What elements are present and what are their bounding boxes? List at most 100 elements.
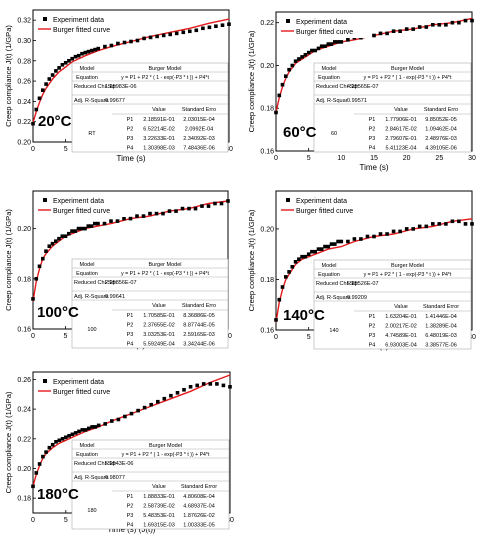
data-point (293, 260, 298, 264)
param-error: 7.48436E-06 (183, 146, 215, 152)
legend-marker-experiment (43, 379, 47, 383)
data-point (219, 201, 224, 206)
data-point (352, 237, 357, 241)
table-r2-label: Adj. R-Square (316, 295, 351, 301)
panel-0: 0510152025300.200.220.240.260.280.300.32… (4, 9, 233, 163)
data-point (201, 382, 206, 386)
fit-parameter-table: Model Burger Model Equation y = P1 + P2 * (… (71, 62, 229, 153)
data-point (310, 48, 314, 53)
data-point (109, 219, 113, 223)
table-col-value: Value (152, 107, 166, 113)
data-point (417, 224, 422, 229)
data-point (437, 222, 442, 226)
table-model-name: Burger Model (148, 262, 181, 268)
data-point (128, 216, 133, 221)
data-point (34, 471, 39, 475)
data-point (60, 234, 65, 238)
data-point (280, 82, 285, 87)
param-value: 1.63204E-01 (385, 314, 417, 320)
param-value: 1.69315E-03 (143, 523, 175, 529)
table-col-value: Value (152, 484, 166, 490)
data-point (174, 31, 179, 36)
param-value: 2.18591E-01 (143, 117, 175, 123)
data-point (303, 254, 308, 259)
data-point (339, 40, 344, 44)
param-name: P3 (127, 136, 134, 142)
table-r2-label: Adj. R-Square (74, 294, 109, 300)
data-point (227, 22, 231, 26)
data-point (123, 414, 127, 419)
param-value: 5.59249E-04 (143, 342, 175, 348)
data-point (404, 227, 409, 231)
data-point (148, 211, 152, 216)
y-tick-label: 0.22 (17, 119, 31, 126)
param-name: P1 (369, 314, 376, 320)
y-axis-label: Creep compliance J(t) (1/GPa) (247, 209, 256, 311)
y-tick-label: 0.28 (17, 58, 31, 65)
table-group-label: RT (88, 131, 96, 137)
data-point (116, 417, 121, 422)
param-error: 1.00333E-05 (183, 523, 215, 529)
data-point (34, 107, 39, 112)
data-point (463, 18, 468, 23)
data-point (346, 239, 350, 244)
data-point (167, 209, 172, 213)
table-background (313, 62, 472, 153)
data-point (50, 241, 55, 246)
data-point (316, 46, 321, 51)
table-r2-label: Adj. R-Squar (316, 98, 348, 104)
table-equation-label: Equation (76, 452, 98, 458)
data-point (37, 96, 42, 101)
data-point (385, 232, 389, 236)
param-name: P2 (127, 323, 134, 329)
table-chi-label: Reduced Chi-Sqr (74, 280, 116, 286)
table-group-label: 100 (87, 327, 96, 333)
x-tick-label: 0 (31, 333, 35, 340)
data-point (182, 388, 186, 392)
data-point (57, 66, 61, 70)
data-point (290, 63, 295, 68)
data-point (437, 23, 442, 27)
data-point (109, 43, 114, 48)
data-point (89, 224, 94, 228)
x-tick-label: 0 (274, 155, 278, 162)
param-name: P4 (369, 146, 376, 152)
table-col-error: Standard Erro (182, 107, 216, 113)
data-point (323, 244, 327, 249)
temperature-label: 180°C (37, 486, 79, 503)
data-point (319, 44, 324, 48)
legend-box (280, 16, 372, 38)
data-point (162, 396, 167, 401)
table-equation: y = P1 + P2 * ( 1 - exp(-P3 * t )) + P4*… (364, 272, 452, 278)
data-point (181, 30, 186, 35)
data-point (306, 50, 311, 55)
table-equation-label: Equation (318, 75, 340, 81)
data-point (372, 234, 376, 239)
param-error: 2.59165E-03 (183, 332, 215, 338)
legend-box (37, 376, 129, 398)
data-point (168, 32, 172, 37)
data-point (431, 23, 435, 27)
table-chi-value: 5.85526E-07 (347, 281, 379, 287)
table-r2-label: Adj. R-Square (74, 98, 109, 104)
data-point (63, 61, 68, 65)
data-point (93, 47, 97, 52)
data-point (41, 454, 45, 459)
data-point (188, 29, 192, 34)
data-point (215, 382, 219, 386)
data-point (86, 49, 91, 54)
fit-parameter-table: Model Burger Model Equation y = P1 + P2 * (… (313, 259, 472, 350)
data-point (213, 201, 217, 206)
data-point (277, 297, 282, 302)
table-equation-label: Equation (318, 272, 340, 278)
table-model-name: Burger Model (148, 66, 181, 72)
data-point (70, 56, 74, 61)
data-point (57, 438, 62, 443)
data-point (404, 27, 409, 31)
data-point (76, 53, 81, 58)
param-name: P3 (369, 333, 376, 339)
data-point (175, 391, 180, 395)
data-point (431, 222, 435, 226)
legend-label-fit: Burger fitted curve (53, 27, 110, 34)
